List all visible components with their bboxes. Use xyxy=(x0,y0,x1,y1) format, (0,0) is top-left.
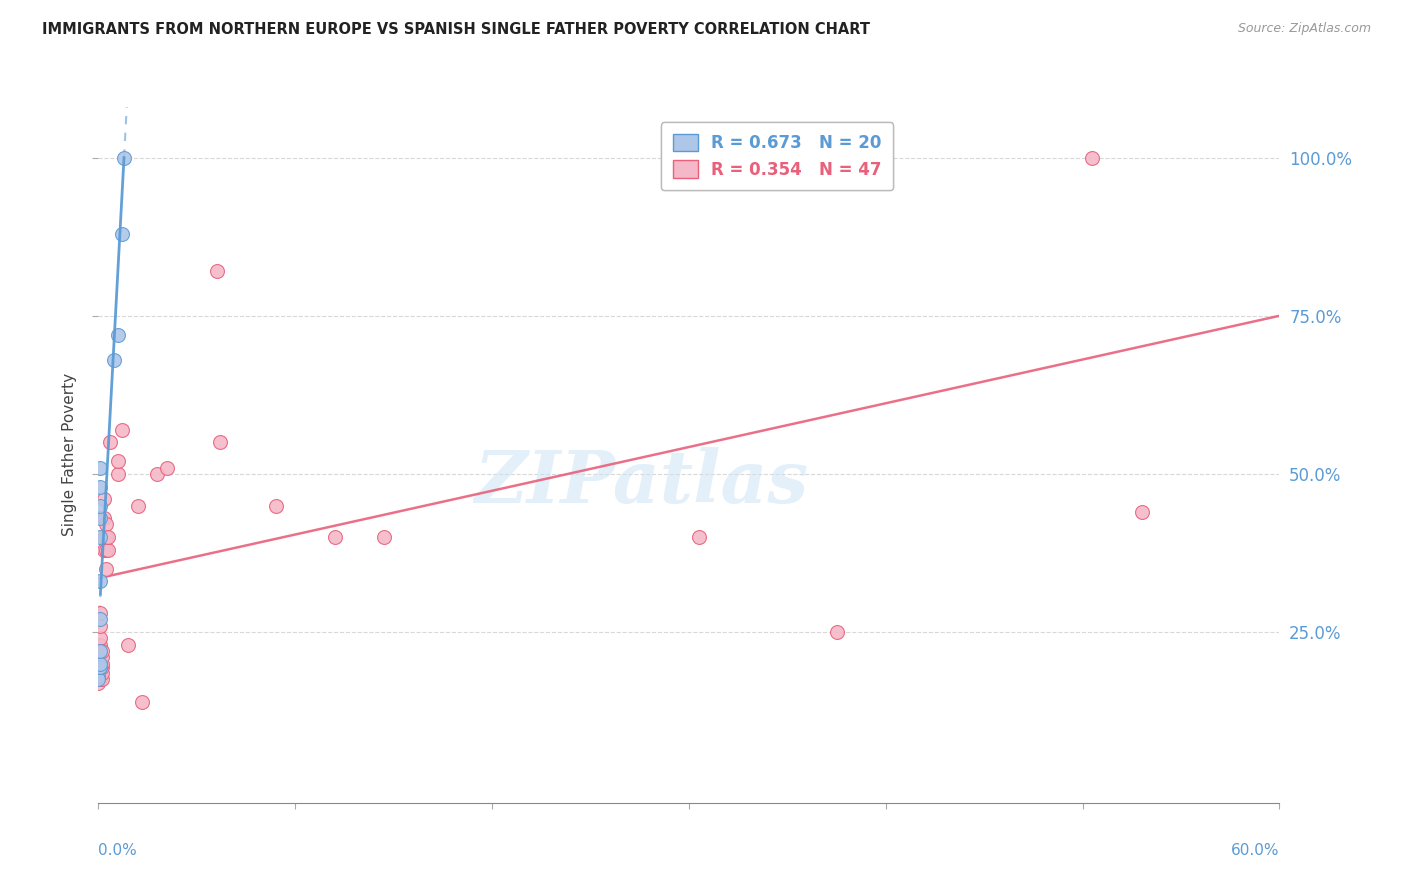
Point xyxy=(89,663,111,677)
Point xyxy=(91,657,114,671)
Text: 0.0%: 0.0% xyxy=(98,843,138,858)
Point xyxy=(103,353,125,368)
Point xyxy=(87,660,110,674)
Point xyxy=(89,673,111,687)
Point xyxy=(323,530,346,544)
Point xyxy=(93,492,115,507)
Point xyxy=(97,542,120,557)
Point xyxy=(111,227,134,241)
Point xyxy=(1130,505,1153,519)
Point xyxy=(98,435,121,450)
Point xyxy=(107,327,129,342)
Point xyxy=(91,673,114,687)
Point xyxy=(87,669,110,683)
Point xyxy=(87,657,110,671)
Point xyxy=(89,638,111,652)
Point xyxy=(89,657,111,671)
Point xyxy=(89,618,111,632)
Point xyxy=(87,675,110,690)
Point xyxy=(107,467,129,481)
Point xyxy=(89,657,111,671)
Point xyxy=(97,530,120,544)
Point xyxy=(209,435,232,450)
Point xyxy=(96,542,118,557)
Point xyxy=(87,663,110,677)
Text: 60.0%: 60.0% xyxy=(1232,843,1279,858)
Point xyxy=(89,511,111,525)
Point xyxy=(112,151,135,165)
Y-axis label: Single Father Poverty: Single Father Poverty xyxy=(62,374,77,536)
Point xyxy=(89,612,111,626)
Point xyxy=(89,460,111,475)
Point xyxy=(688,530,710,544)
Point xyxy=(89,660,111,674)
Point xyxy=(89,606,111,620)
Point xyxy=(93,530,115,544)
Text: ZIPatlas: ZIPatlas xyxy=(475,447,808,518)
Point xyxy=(107,454,129,468)
Point xyxy=(117,638,139,652)
Point xyxy=(89,530,111,544)
Text: Source: ZipAtlas.com: Source: ZipAtlas.com xyxy=(1237,22,1371,36)
Point xyxy=(825,625,848,640)
Point xyxy=(89,644,111,658)
Point xyxy=(96,562,118,576)
Legend: R = 0.673   N = 20, R = 0.354   N = 47: R = 0.673 N = 20, R = 0.354 N = 47 xyxy=(661,122,893,190)
Point xyxy=(146,467,169,481)
Point xyxy=(91,644,114,658)
Point xyxy=(89,632,111,646)
Point xyxy=(156,460,179,475)
Point xyxy=(87,660,110,674)
Point xyxy=(96,530,118,544)
Point xyxy=(89,574,111,589)
Point xyxy=(89,663,111,677)
Point xyxy=(1081,151,1104,165)
Point xyxy=(205,264,228,278)
Point xyxy=(87,669,110,683)
Point xyxy=(89,499,111,513)
Point xyxy=(373,530,395,544)
Point xyxy=(127,499,149,513)
Point xyxy=(111,423,134,437)
Point xyxy=(87,660,110,674)
Point xyxy=(89,660,111,674)
Point xyxy=(87,673,110,687)
Point xyxy=(93,542,115,557)
Point xyxy=(93,511,115,525)
Point xyxy=(91,660,114,674)
Point xyxy=(91,650,114,665)
Point xyxy=(89,479,111,493)
Point xyxy=(264,499,287,513)
Point xyxy=(91,666,114,681)
Point xyxy=(89,650,111,665)
Point xyxy=(131,695,153,709)
Point xyxy=(96,517,118,532)
Text: IMMIGRANTS FROM NORTHERN EUROPE VS SPANISH SINGLE FATHER POVERTY CORRELATION CHA: IMMIGRANTS FROM NORTHERN EUROPE VS SPANI… xyxy=(42,22,870,37)
